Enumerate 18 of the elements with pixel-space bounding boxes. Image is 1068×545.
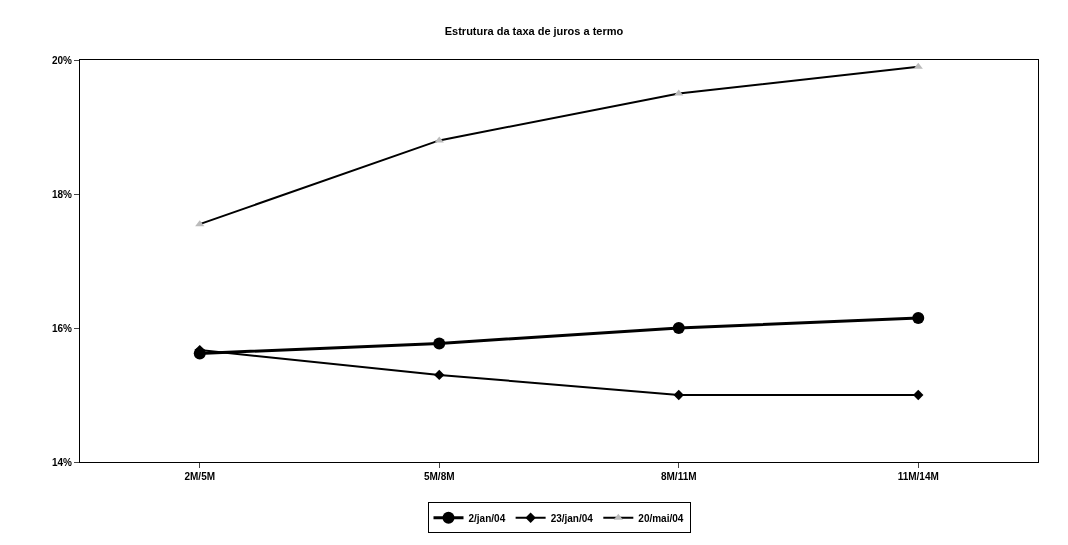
point <box>913 389 924 401</box>
x-tick-label: 5M/8M <box>423 471 455 482</box>
point <box>912 311 925 324</box>
legend-label: 20/mai/04 <box>638 512 684 524</box>
y-tick-label: 20% <box>51 54 73 66</box>
point <box>672 322 685 334</box>
point <box>434 369 445 381</box>
x-tick-label: 11M/14M <box>897 471 939 482</box>
x-tick-label: 8M/11M <box>660 471 697 482</box>
legend-label: 23/jan/04 <box>550 512 594 524</box>
y-tick-label: 18% <box>51 188 73 200</box>
y-tick-label: 16% <box>51 322 73 334</box>
legend-label: 2/jan/04 <box>468 512 506 524</box>
point <box>673 389 684 401</box>
chart-title: Estrutura da taxa de juros a termo <box>444 24 624 37</box>
point <box>433 337 446 350</box>
x-tick-label: 2M/5M <box>184 471 216 482</box>
y-tick-label: 14% <box>51 456 73 468</box>
